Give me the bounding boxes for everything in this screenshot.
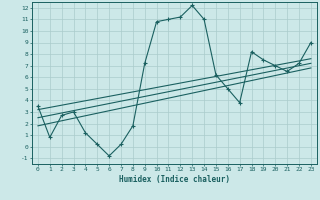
X-axis label: Humidex (Indice chaleur): Humidex (Indice chaleur) [119,175,230,184]
